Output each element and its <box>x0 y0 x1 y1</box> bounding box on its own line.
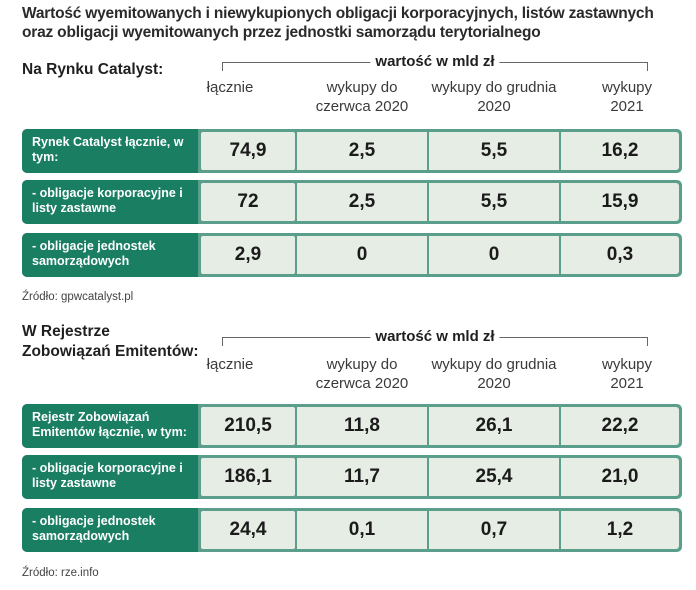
unit-header: wartość w mld zł <box>222 327 648 347</box>
source-note: Źródło: rze.info <box>22 567 99 579</box>
source-note: Źródło: gpwcatalyst.pl <box>22 291 134 303</box>
unit-header: wartość w mld zł <box>222 52 648 72</box>
table-row: - obligacje korporacyjne i listy zastawn… <box>22 180 682 224</box>
section-label: W Rejestrze Zobowiązań Emitentów: <box>22 323 199 360</box>
column-header-text: wykupy 2021 <box>601 79 653 115</box>
value-cell: 2,9 <box>201 236 295 274</box>
column-header-total: łącznie <box>206 79 254 96</box>
column-header-text: wykupy do grudnia 2020 <box>431 356 557 392</box>
unit-label: wartość w mld zł <box>370 327 500 347</box>
value-cell: 0 <box>429 236 559 274</box>
row-label: - obligacje korporacyjne i listy zastawn… <box>22 455 198 499</box>
column-header-2021: wykupy 2021 <box>596 355 658 393</box>
unit-bracket-tick <box>647 62 648 71</box>
value-cell: 11,8 <box>297 407 427 445</box>
unit-bracket-tick <box>647 337 648 346</box>
column-header-text: wykupy 2021 <box>601 356 653 392</box>
section-label: Na Rynku Catalyst: <box>22 61 164 78</box>
value-cell: 26,1 <box>429 407 559 445</box>
value-cell: 2,5 <box>297 132 427 170</box>
unit-label: wartość w mld zł <box>370 52 500 72</box>
unit-bracket-tick <box>222 62 223 71</box>
value-cell: 72 <box>201 183 295 221</box>
value-cell: 15,9 <box>561 183 679 221</box>
value-cell: 74,9 <box>201 132 295 170</box>
value-cell: 16,2 <box>561 132 679 170</box>
value-cell: 5,5 <box>429 132 559 170</box>
row-label: - obligacje korporacyjne i listy zastawn… <box>22 180 198 224</box>
column-header-text: wykupy do grudnia 2020 <box>431 79 557 115</box>
column-header-dec-2020: wykupy do grudnia 2020 <box>429 78 559 116</box>
row-label: Rejestr Zobowiązań Emitentów łącznie, w … <box>22 404 198 448</box>
value-cell: 21,0 <box>561 458 679 496</box>
table-row: Rynek Catalyst łącznie, w tym: 74,9 2,5 … <box>22 129 682 173</box>
unit-bracket-tick <box>222 337 223 346</box>
column-header-june-2020: wykupy do czerwca 2020 <box>297 355 427 393</box>
value-cell: 2,5 <box>297 183 427 221</box>
value-cell: 0,7 <box>429 511 559 549</box>
value-cell: 11,7 <box>297 458 427 496</box>
value-cell: 22,2 <box>561 407 679 445</box>
value-cell: 1,2 <box>561 511 679 549</box>
value-cell: 210,5 <box>201 407 295 445</box>
column-header-total: łącznie <box>206 356 254 373</box>
column-header-text: wykupy do czerwca 2020 <box>315 79 409 115</box>
value-cell: 0,1 <box>297 511 427 549</box>
chart-title: Wartość wyemitowanych i niewykupionych o… <box>22 5 654 41</box>
row-label: - obligacje jednostek samorządowych <box>22 508 198 552</box>
table-row: - obligacje jednostek samorządowych 24,4… <box>22 508 682 552</box>
row-label: - obligacje jednostek samorządowych <box>22 233 198 277</box>
value-cell: 186,1 <box>201 458 295 496</box>
table-row: - obligacje jednostek samorządowych 2,9 … <box>22 233 682 277</box>
column-header-2021: wykupy 2021 <box>596 78 658 116</box>
column-header-text: wykupy do czerwca 2020 <box>315 356 409 392</box>
row-label: Rynek Catalyst łącznie, w tym: <box>22 129 198 173</box>
column-header-june-2020: wykupy do czerwca 2020 <box>297 78 427 116</box>
value-cell: 0 <box>297 236 427 274</box>
value-cell: 5,5 <box>429 183 559 221</box>
value-cell: 25,4 <box>429 458 559 496</box>
value-cell: 24,4 <box>201 511 295 549</box>
table-row: Rejestr Zobowiązań Emitentów łącznie, w … <box>22 404 682 448</box>
column-header-dec-2020: wykupy do grudnia 2020 <box>429 355 559 393</box>
value-cell: 0,3 <box>561 236 679 274</box>
table-row: - obligacje korporacyjne i listy zastawn… <box>22 455 682 499</box>
